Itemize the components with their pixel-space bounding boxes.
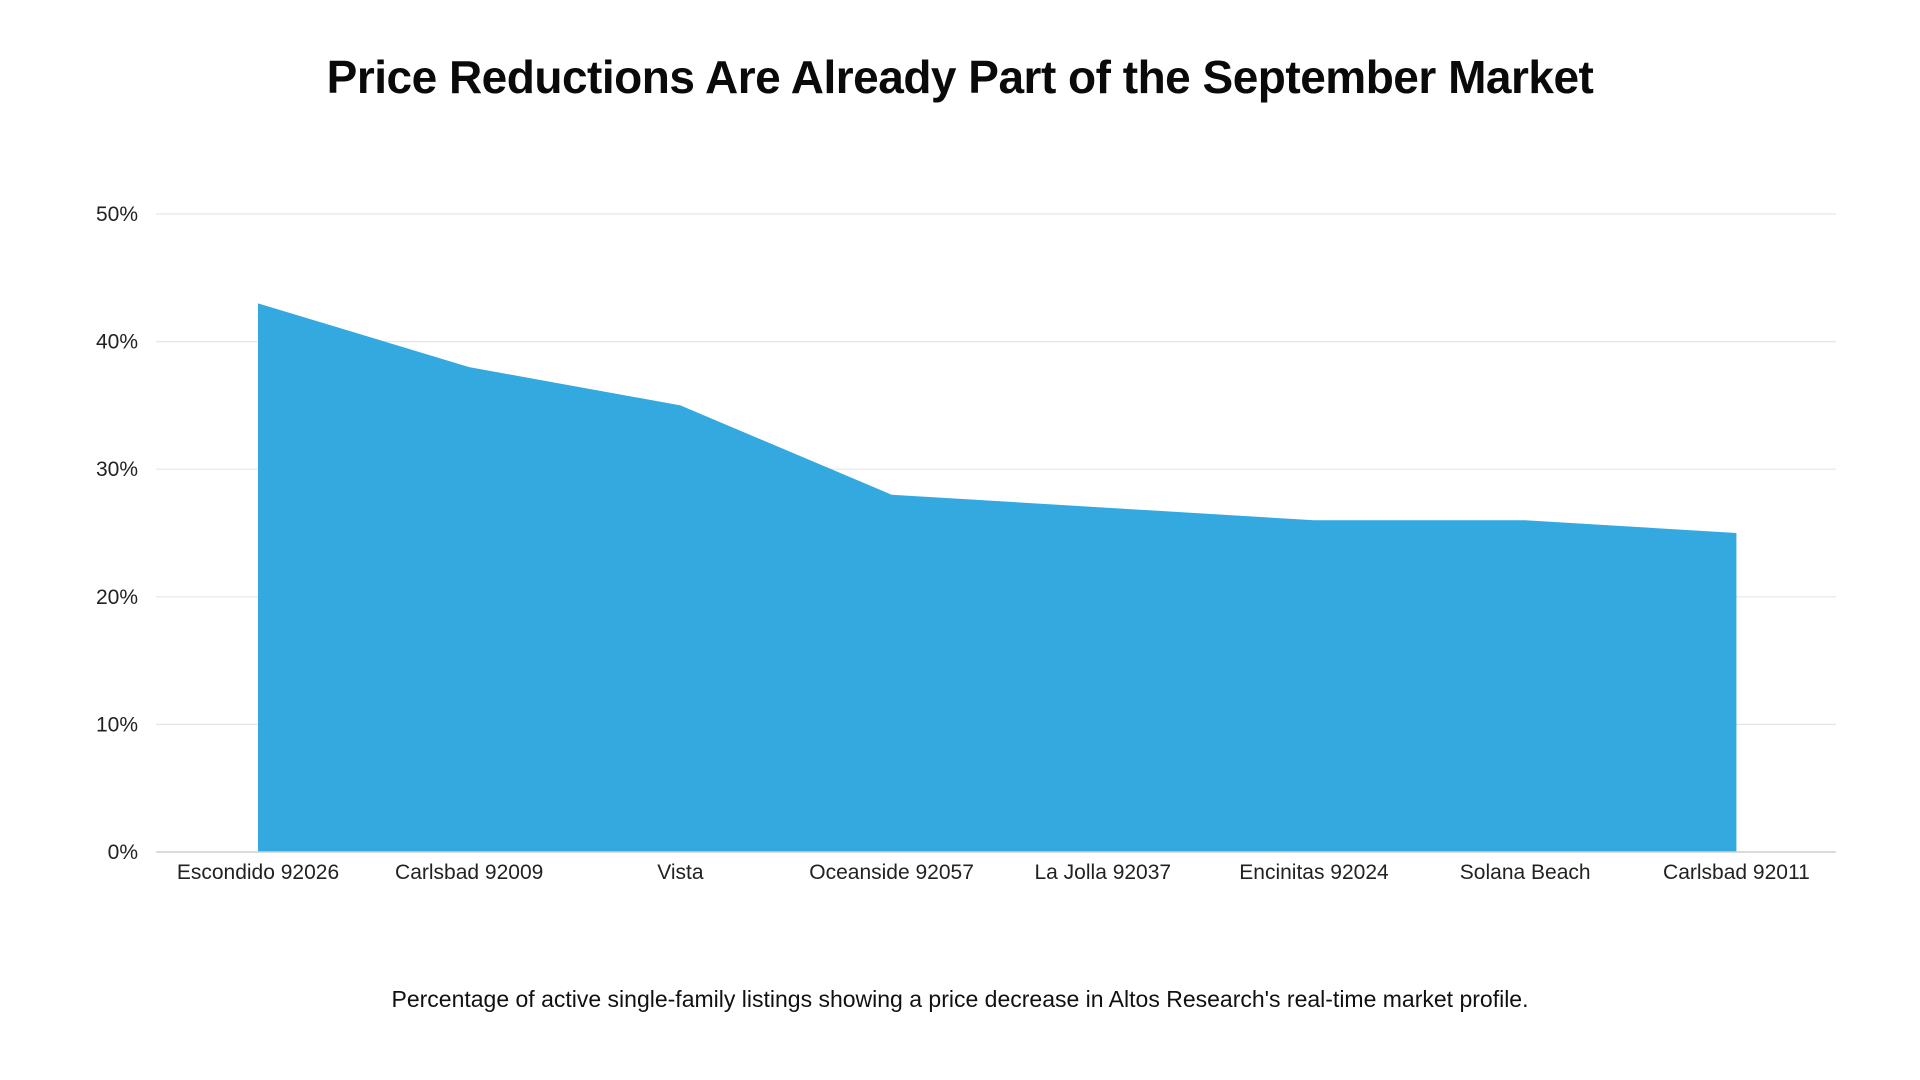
y-axis-tick-labels: 0% 10% 20% 30% 40% 50%	[96, 203, 138, 864]
x-tick-label: Encinitas 92024	[1239, 861, 1389, 884]
area-fill	[258, 303, 1737, 852]
y-tick-label: 30%	[96, 458, 138, 481]
x-tick-label: Oceanside 92057	[809, 861, 974, 884]
x-tick-label: Escondido 92026	[177, 861, 339, 884]
chart-caption: Percentage of active single-family listi…	[391, 986, 1529, 1012]
x-tick-label: Vista	[657, 861, 704, 884]
x-tick-label: Carlsbad 92009	[395, 861, 543, 884]
x-tick-label: La Jolla 92037	[1034, 861, 1171, 884]
y-tick-label: 40%	[96, 331, 138, 354]
y-tick-label: 10%	[96, 713, 138, 736]
x-axis-tick-labels: Escondido 92026 Carlsbad 92009 Vista Oceans…	[177, 861, 1810, 884]
x-tick-label: Carlsbad 92011	[1663, 861, 1810, 884]
y-tick-label: 20%	[96, 586, 138, 609]
y-tick-label: 50%	[96, 203, 138, 226]
y-tick-label: 0%	[108, 841, 138, 864]
area-series	[258, 303, 1737, 852]
chart-title: Price Reductions Are Already Part of the…	[326, 51, 1594, 103]
x-tick-label: Solana Beach	[1460, 861, 1591, 884]
